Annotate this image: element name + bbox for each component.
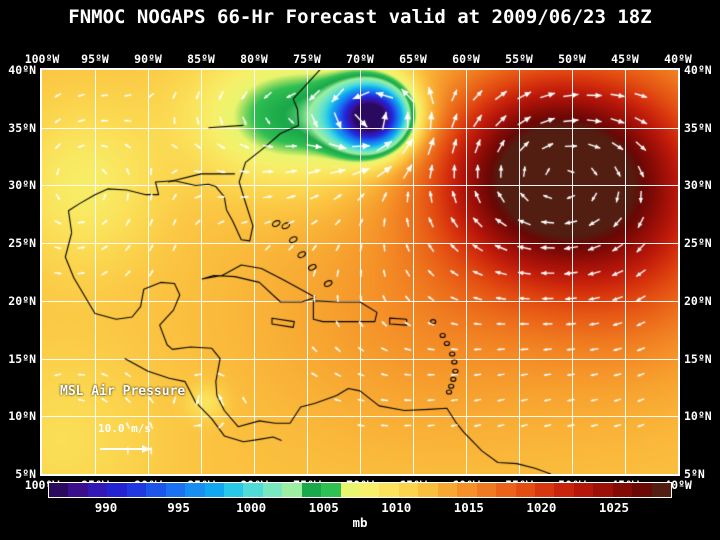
- colorbar-tick-label: 1015: [453, 500, 484, 515]
- colorbar-swatch: [87, 483, 108, 497]
- colorbar-swatch: [321, 483, 341, 497]
- x-tick-label: 90ºW: [134, 52, 162, 66]
- x-tick-label: 80ºW: [240, 52, 268, 66]
- colorbar-swatch: [496, 483, 516, 497]
- x-tick-label: 50ºW: [558, 52, 586, 66]
- colorbar-swatch: [68, 483, 88, 497]
- colorbar-swatch: [204, 483, 224, 497]
- colorbar-swatch: [126, 483, 147, 497]
- x-tick-label: 75ºW: [293, 52, 321, 66]
- y-tick-label: 35ºN: [8, 120, 36, 135]
- x-tick-label: 45ºW: [611, 52, 639, 66]
- colorbar-swatch: [301, 483, 322, 497]
- y-tick-label: 25ºN: [684, 236, 712, 251]
- colorbar-swatch: [593, 483, 613, 497]
- colorbar-tick-label: 990: [94, 500, 118, 515]
- y-tick-label: 10ºN: [8, 409, 36, 424]
- colorbar-swatch: [457, 483, 477, 497]
- colorbar-tick-label: 1020: [526, 500, 557, 515]
- colorbar-swatch: [165, 483, 186, 497]
- colorbar-swatch: [262, 483, 283, 497]
- x-tick-label: 60ºW: [452, 52, 480, 66]
- y-tick-label: 30ºN: [684, 178, 712, 193]
- x-tick-label: 95ºW: [81, 52, 109, 66]
- colorbar-swatch: [651, 483, 671, 497]
- colorbar-swatch: [632, 483, 652, 497]
- colorbar-swatch: [379, 483, 399, 497]
- x-tick-label: 40ºW: [664, 52, 692, 66]
- colorbar-tick-label: 1005: [308, 500, 339, 515]
- wind-vector-overlay: [42, 70, 678, 474]
- colorbar-swatch: [398, 483, 419, 497]
- field-label: MSL Air Pressure: [60, 384, 186, 399]
- colorbar-swatch: [360, 483, 380, 497]
- y-tick-label: 40ºN: [684, 63, 712, 77]
- vector-scale-label: 10.0 m/s: [98, 422, 151, 435]
- x-tick-label: 100ºW: [24, 52, 60, 66]
- colorbar-swatch: [554, 483, 574, 497]
- x-tick-label: 55ºW: [505, 52, 533, 66]
- wind-arrow-icon: [100, 445, 150, 453]
- colorbar-units-label: mb: [352, 515, 368, 530]
- colorbar-swatch: [418, 483, 438, 497]
- colorbar-swatch: [534, 483, 555, 497]
- y-tick-label: 20ºN: [8, 293, 36, 308]
- y-tick-label: 5ºN: [15, 467, 36, 481]
- colorbar-swatch: [612, 483, 633, 497]
- x-tick-label: 85ºW: [187, 52, 215, 66]
- colorbar-swatch: [340, 483, 360, 497]
- y-tick-label: 15ºN: [684, 351, 712, 366]
- y-tick-label: 35ºN: [684, 120, 712, 135]
- colorbar-swatch: [476, 483, 497, 497]
- y-tick-label: 30ºN: [8, 178, 36, 193]
- colorbar-tick-label: 995: [167, 500, 190, 515]
- colorbar-tick-label: 1025: [598, 500, 630, 515]
- page-title: FNMOC NOGAPS 66-Hr Forecast valid at 200…: [68, 6, 652, 28]
- y-tick-label: 25ºN: [8, 236, 36, 251]
- x-tick-label: 65ºW: [399, 52, 427, 66]
- colorbar-swatch: [282, 483, 302, 497]
- y-tick-label: 40ºN: [8, 63, 36, 77]
- colorbar-swatch: [573, 483, 594, 497]
- y-tick-label: 15ºN: [8, 351, 36, 366]
- pressure-colorbar[interactable]: [48, 482, 672, 498]
- map-plot-area[interactable]: MSL Air Pressure 10.0 m/s: [40, 68, 680, 476]
- colorbar-swatch: [185, 483, 205, 497]
- colorbar-swatch: [437, 483, 458, 497]
- x-tick-label: 70ºW: [346, 52, 374, 66]
- colorbar-tick-label: 1010: [381, 500, 412, 515]
- y-tick-label: 10ºN: [684, 409, 712, 424]
- colorbar-swatch: [49, 483, 69, 497]
- colorbar-tick-label: 1000: [236, 500, 267, 515]
- colorbar-swatch: [146, 483, 166, 497]
- colorbar-swatch: [243, 483, 263, 497]
- y-tick-label: 20ºN: [684, 293, 712, 308]
- colorbar-swatch: [107, 483, 127, 497]
- colorbar-swatch: [223, 483, 244, 497]
- y-tick-label: 5ºN: [684, 467, 705, 481]
- colorbar-swatch: [515, 483, 535, 497]
